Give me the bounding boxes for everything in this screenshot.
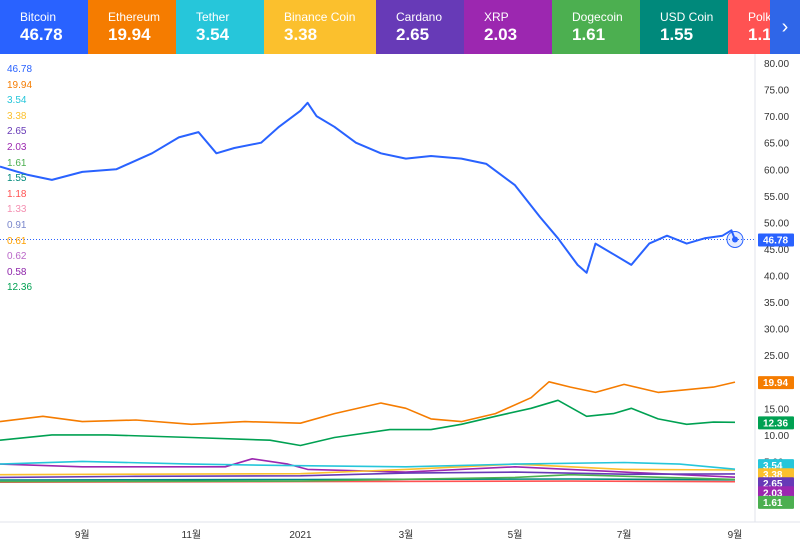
legend-value: 0.61 <box>7 235 27 247</box>
next-tabs-button[interactable]: › <box>770 0 800 54</box>
legend-value: 1.61 <box>7 157 27 169</box>
x-tick-label: 3월 <box>399 529 414 541</box>
legend-value: 0.58 <box>7 266 27 278</box>
series-line-unlabeled <box>0 399 736 447</box>
tab-value: 2.65 <box>396 25 430 44</box>
y-tick-label: 15.00 <box>764 404 789 415</box>
price-label: 1.61 <box>763 498 783 509</box>
tab-ethereum[interactable]: Ethereum 19.94 <box>88 0 176 54</box>
tab-binance-coin[interactable]: Binance Coin 3.38 <box>264 0 376 54</box>
tab-value: 1.61 <box>572 25 606 44</box>
price-label: 3.38 <box>763 470 783 481</box>
legend-value: 3.38 <box>7 110 27 122</box>
tab-usd-coin[interactable]: USD Coin 1.55 <box>640 0 728 54</box>
y-tick-label: 70.00 <box>764 112 789 123</box>
chevron-right-icon: › <box>781 16 789 38</box>
tab-cardano[interactable]: Cardano 2.65 <box>376 0 464 54</box>
y-tick-label: 45.00 <box>764 245 789 256</box>
x-tick-label: 2021 <box>289 530 312 541</box>
series-line-bitcoin <box>0 101 736 274</box>
price-label: 46.78 <box>763 235 788 246</box>
y-tick-label: 65.00 <box>764 139 789 150</box>
y-tick-label: 35.00 <box>764 298 789 309</box>
tab-bitcoin[interactable]: Bitcoin 46.78 <box>0 0 88 54</box>
price-label: 2.03 <box>763 488 783 499</box>
series-line-cardano <box>0 471 736 479</box>
legend-value: 3.54 <box>7 95 27 107</box>
tab-name: Bitcoin <box>20 10 57 24</box>
legend-value: 1.33 <box>7 204 27 216</box>
y-tick-label: 30.00 <box>764 325 789 336</box>
y-tick-label: 25.00 <box>764 351 789 362</box>
legend-value: 1.18 <box>7 188 27 200</box>
series-line-tether <box>0 460 736 470</box>
tab-name: Ethereum <box>108 10 161 24</box>
legend-value: 2.65 <box>7 126 27 138</box>
price-label-bg <box>758 416 794 430</box>
tab-value: 1.1 <box>748 25 772 44</box>
legend-value: 1.55 <box>7 173 27 185</box>
tab-name: Binance Coin <box>284 10 356 24</box>
legend-value: 46.78 <box>7 64 33 75</box>
legend-value: 19.94 <box>7 79 33 91</box>
price-label: 2.65 <box>763 479 783 490</box>
y-tick-label: 80.00 <box>764 59 789 70</box>
price-chart[interactable]: 80.00 75.00 70.00 65.00 60.00 55.00 50.00 45.00… <box>0 54 800 549</box>
last-point-dot[interactable] <box>732 236 738 243</box>
tab-name: Dogecoin <box>572 10 623 24</box>
legend-value: 2.03 <box>7 142 27 153</box>
y-tick-label: 60.00 <box>764 165 789 176</box>
tab-name: XRP <box>484 10 509 24</box>
price-label: 19.94 <box>763 378 788 389</box>
tab-value: 3.54 <box>196 25 230 44</box>
x-tick-label: 5월 <box>508 529 523 541</box>
legend-value: 12.36 <box>7 282 33 294</box>
y-tick-label: 55.00 <box>764 192 789 203</box>
price-label-bg <box>758 376 794 390</box>
price-label-bg <box>758 233 794 247</box>
tab-name: Cardano <box>396 10 443 24</box>
series-line-ethereum <box>0 380 736 426</box>
tab-name: Polk <box>748 10 772 24</box>
y-tick-label: 50.00 <box>764 218 789 229</box>
tab-name: Tether <box>196 10 230 24</box>
price-label: 12.36 <box>763 418 788 429</box>
series-line-xrp <box>0 457 736 478</box>
legend-value: 0.91 <box>7 220 27 231</box>
series-line-dogecoin <box>0 473 736 483</box>
y-tick-label: 10.00 <box>764 431 789 442</box>
price-label-bg <box>758 495 794 509</box>
tab-dogecoin[interactable]: Dogecoin 1.61 <box>552 0 640 54</box>
tab-value: 3.38 <box>284 25 318 44</box>
tab-tether[interactable]: Tether 3.54 <box>176 0 264 54</box>
x-tick-label: 9월 <box>728 529 743 541</box>
price-label: 3.54 <box>763 461 783 472</box>
tab-value: 1.55 <box>660 25 694 44</box>
tab-name: USD Coin <box>660 10 714 24</box>
legend-value: 0.62 <box>7 251 27 263</box>
y-tick-label: 40.00 <box>764 272 789 283</box>
tab-value: 19.94 <box>108 25 151 44</box>
tab-xrp[interactable]: XRP 2.03 <box>464 0 552 54</box>
x-tick-label: 7월 <box>617 529 632 541</box>
series-line-binance-coin <box>0 463 736 476</box>
tab-value: 2.03 <box>484 25 518 44</box>
x-tick-label: 9월 <box>75 529 90 541</box>
tab-value: 46.78 <box>20 25 63 44</box>
y-tick-label: 75.00 <box>764 86 789 97</box>
x-tick-label: 11월 <box>182 529 202 541</box>
coin-tabs: Bitcoin 46.78 Ethereum 19.94 Tether 3.54 Binan… <box>0 0 800 54</box>
chart-area[interactable]: 80.00 75.00 70.00 65.00 60.00 55.00 50.00 45.00… <box>0 54 800 549</box>
